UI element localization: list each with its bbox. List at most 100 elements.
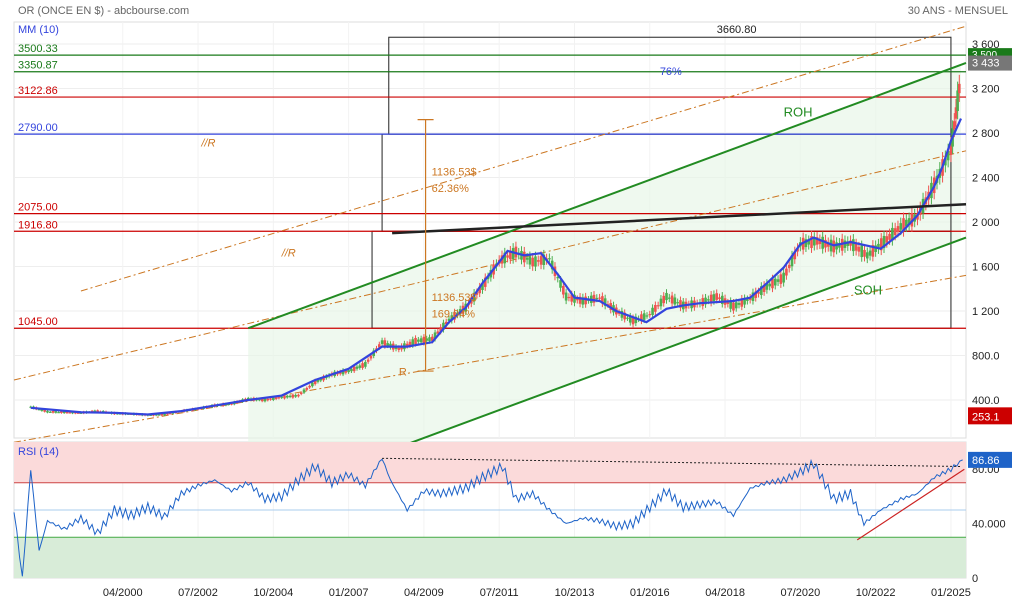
candle-body <box>283 395 286 399</box>
y-tick-label: 800.0 <box>972 351 1000 363</box>
candle-body <box>954 107 958 119</box>
level-label: 3122.86 <box>18 85 58 97</box>
last-price-text: 3 433 <box>972 58 1000 70</box>
candle-body <box>810 236 813 248</box>
rsi-oversold-zone <box>14 537 966 578</box>
x-tick-label: 10/2013 <box>555 587 595 599</box>
candle-body <box>902 218 905 232</box>
candle-body <box>258 399 261 401</box>
candle-body <box>503 252 507 264</box>
candle-body <box>350 368 353 372</box>
candle-body <box>559 280 562 288</box>
candle-body <box>297 394 300 397</box>
candle-body <box>509 250 512 260</box>
candle-body <box>347 370 350 373</box>
candle-body <box>581 297 585 305</box>
candle-body <box>768 283 771 287</box>
candle-body <box>377 344 381 348</box>
r-label-top: //R <box>200 137 215 149</box>
candle-body <box>868 250 872 256</box>
candle-body <box>773 278 777 286</box>
candle-body <box>944 157 947 166</box>
level-label: 1045.00 <box>18 316 58 328</box>
rsi-overbought-zone <box>14 442 966 483</box>
candle-body <box>550 260 554 270</box>
level-label: 1916.80 <box>18 219 58 231</box>
candle-body <box>737 303 741 305</box>
x-tick-label: 01/2025 <box>931 587 971 599</box>
candle-body <box>949 144 953 155</box>
axes: 400.0 800.0 1 200 1 600 2 000 2 400 2 800 3 200… <box>103 39 1012 599</box>
candle-body <box>879 238 883 251</box>
candle-body <box>43 409 46 412</box>
chart-period: 30 ANS - MENSUEL <box>908 5 1008 17</box>
candle-body <box>481 283 484 290</box>
rsi-indicator <box>13 442 966 578</box>
candle-body <box>826 242 830 247</box>
r-label-low: R <box>399 367 407 379</box>
candle-body <box>308 385 311 388</box>
rsi-line <box>13 458 963 577</box>
candle-body <box>732 302 735 311</box>
candle-body <box>442 322 445 330</box>
candle-body <box>623 312 626 320</box>
candle-body <box>676 302 679 304</box>
y-tick-label: 2 400 <box>972 173 1000 185</box>
candle-body <box>54 411 58 413</box>
candle-body <box>712 294 716 302</box>
candle-body <box>642 313 646 320</box>
candle-body <box>366 359 370 362</box>
candle-body <box>478 286 481 294</box>
candle-body <box>299 392 303 395</box>
candle-body <box>679 300 682 308</box>
rsi-trend-support <box>856 468 965 541</box>
candle-body <box>863 249 866 257</box>
candle-body <box>857 246 861 252</box>
candle-body <box>352 366 356 372</box>
rsi-divergence-line <box>382 457 961 467</box>
candle-body <box>380 340 384 344</box>
channel-fill <box>248 64 961 454</box>
candle-body <box>428 337 431 342</box>
candle-body <box>556 277 560 279</box>
candle-body <box>166 413 169 415</box>
candle-body <box>453 312 456 320</box>
candle-body <box>707 299 710 301</box>
r-label-mid: //R <box>281 247 296 259</box>
candle-body <box>355 366 359 369</box>
candle-body <box>76 412 80 414</box>
candle-body <box>865 252 869 259</box>
x-tick-label: 01/2016 <box>630 587 670 599</box>
candle-body <box>740 298 744 307</box>
rsi-tick-label: 40.000 <box>972 519 1006 531</box>
candle-body <box>277 397 281 399</box>
candle-body <box>46 410 49 413</box>
candle-body <box>313 380 317 385</box>
moving-average <box>30 118 962 416</box>
move-lower-pct: 169.04% <box>432 309 476 321</box>
candle-body <box>793 251 797 260</box>
candle-body <box>425 338 429 341</box>
level-label: 3350.87 <box>18 60 58 72</box>
level-label: 2075.00 <box>18 202 58 214</box>
candle-body <box>651 307 654 315</box>
candle-body <box>263 398 267 402</box>
y-tick-label: 1 600 <box>972 262 1000 274</box>
candle-body <box>483 277 487 287</box>
candle-body <box>634 316 638 324</box>
parallel-dashed-line <box>80 25 967 292</box>
rsi-tick-label: 0 <box>972 573 978 585</box>
rsi-last-text: 86.86 <box>972 455 1000 467</box>
candle-body <box>288 395 292 397</box>
candle-body <box>411 339 415 346</box>
candle-body <box>815 237 819 245</box>
candle-body <box>62 411 66 414</box>
candle-body <box>673 297 677 305</box>
candle-body <box>818 239 822 245</box>
candle-body <box>369 355 373 359</box>
candle-body <box>726 302 730 304</box>
level-label: 3500.33 <box>18 43 58 55</box>
candle-body <box>628 316 632 323</box>
